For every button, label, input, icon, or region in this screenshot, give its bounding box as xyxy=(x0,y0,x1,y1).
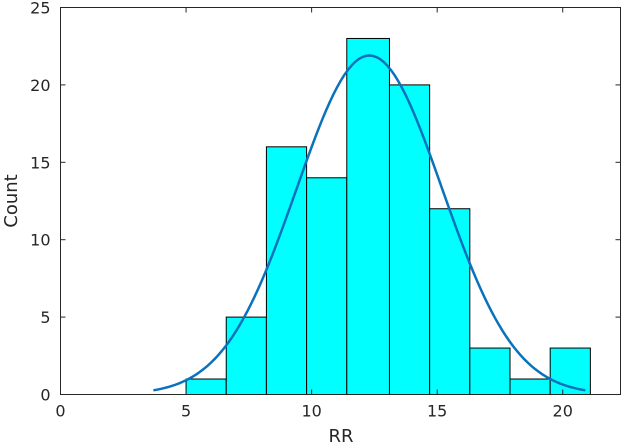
y-tick-label: 10 xyxy=(30,231,50,250)
histogram-bar-9 xyxy=(509,378,551,395)
y-tick-label: 15 xyxy=(30,153,50,172)
x-tick-label: 20 xyxy=(553,402,573,421)
histogram-bars xyxy=(185,37,591,396)
x-tick-label: 0 xyxy=(55,402,65,421)
histogram-bar-2 xyxy=(225,316,267,396)
x-axis-label: RR xyxy=(328,426,353,444)
plot-area-frame xyxy=(60,7,621,395)
y-tick-label: 25 xyxy=(30,0,50,18)
histogram-bar-1 xyxy=(185,378,227,395)
x-tick-label: 10 xyxy=(301,402,321,421)
y-tick-label: 5 xyxy=(40,308,50,327)
x-tick-label: 15 xyxy=(427,402,447,421)
y-tick-label: 0 xyxy=(40,386,50,405)
histogram-bar-6 xyxy=(388,84,431,396)
histogram-bar-5 xyxy=(346,37,390,396)
y-axis-label: Count xyxy=(1,174,22,227)
histogram-bar-7 xyxy=(429,208,471,395)
histogram-bar-4 xyxy=(306,177,348,395)
y-tick-label: 20 xyxy=(30,76,50,95)
x-axis: 0 5 10 15 20 xyxy=(55,7,573,421)
histogram-bar-8 xyxy=(469,347,511,395)
x-tick-label: 5 xyxy=(181,402,191,421)
y-axis: 0 5 10 15 20 25 xyxy=(30,0,621,405)
histogram-bar-3 xyxy=(265,146,308,395)
normal-fit-curve xyxy=(153,54,586,392)
